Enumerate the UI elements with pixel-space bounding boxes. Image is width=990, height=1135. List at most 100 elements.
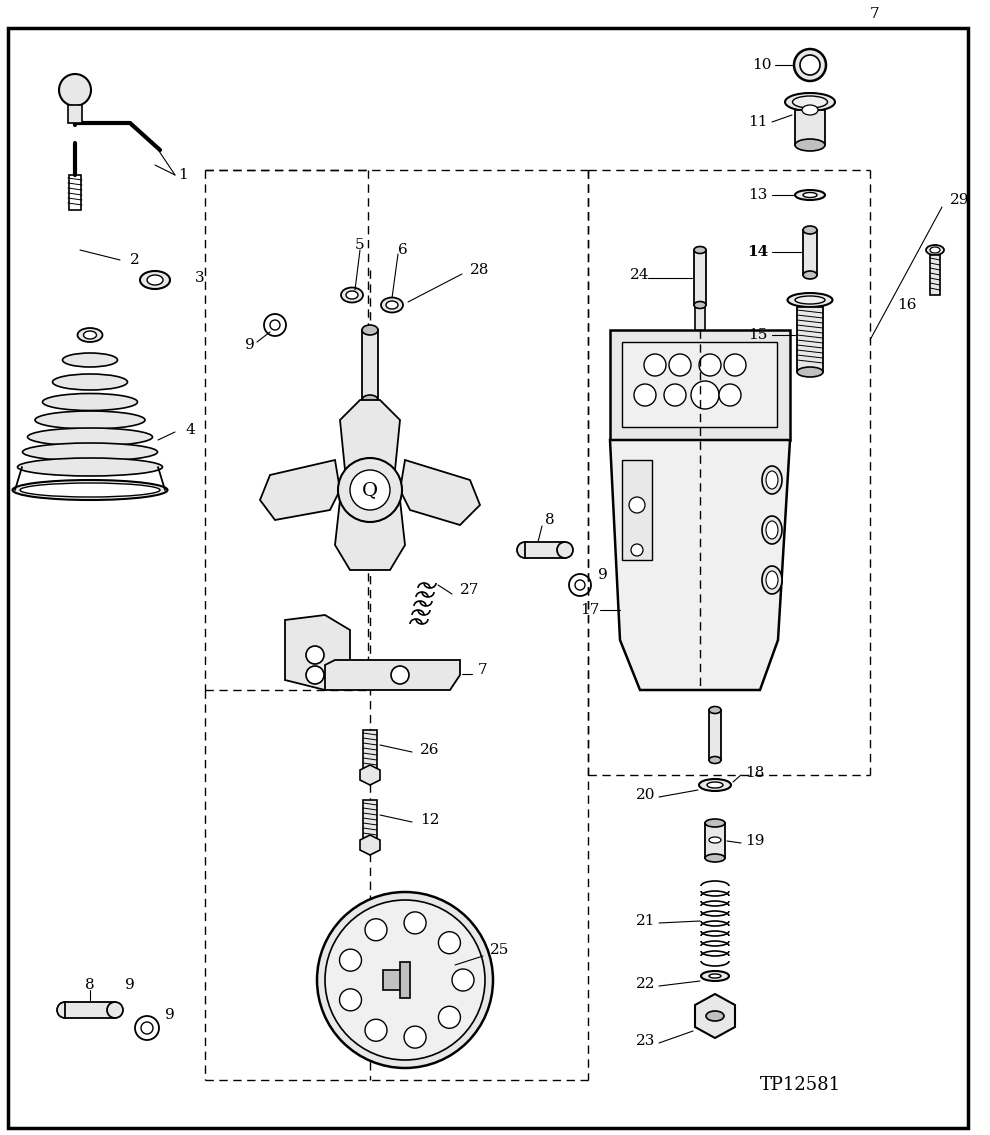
Text: 10: 10 [752,58,772,72]
Bar [797,306,823,372]
Ellipse shape [705,854,725,861]
Polygon shape [340,400,400,470]
Ellipse shape [803,226,817,234]
Text: 28: 28 [470,263,489,277]
Polygon shape [285,615,350,690]
Text: 7: 7 [870,7,880,22]
Ellipse shape [381,297,403,312]
Ellipse shape [701,972,729,981]
Text: 4: 4 [185,423,195,437]
Text: 20: 20 [636,788,655,802]
Bar [68,106,82,123]
Ellipse shape [23,443,157,461]
Ellipse shape [766,521,778,539]
Circle shape [340,989,361,1011]
Bar [930,255,940,295]
Polygon shape [260,460,340,520]
Circle shape [404,1026,426,1048]
Circle shape [439,1007,460,1028]
Ellipse shape [43,394,138,411]
Bar [383,970,405,990]
Circle shape [325,900,485,1060]
Ellipse shape [802,106,818,115]
Ellipse shape [795,190,825,200]
Ellipse shape [362,325,378,335]
Polygon shape [360,765,380,785]
Text: 11: 11 [748,115,768,129]
Text: 13: 13 [748,188,768,202]
Circle shape [439,932,460,953]
Ellipse shape [709,836,721,843]
Ellipse shape [83,331,96,339]
Circle shape [365,1019,387,1041]
Text: 18: 18 [745,766,764,780]
Text: 21: 21 [636,914,655,928]
Ellipse shape [694,246,706,253]
Ellipse shape [766,471,778,489]
Bar [694,250,706,305]
Ellipse shape [28,428,152,446]
Circle shape [644,354,666,376]
Bar [610,330,790,440]
Ellipse shape [705,819,725,827]
Ellipse shape [707,782,723,788]
Circle shape [59,74,91,106]
Circle shape [338,459,402,522]
Circle shape [306,666,324,684]
Polygon shape [695,994,735,1039]
Ellipse shape [803,193,817,197]
Polygon shape [400,460,480,526]
Polygon shape [335,501,405,570]
Circle shape [691,381,719,409]
Bar [362,330,378,400]
Text: 9: 9 [125,978,135,992]
Ellipse shape [766,571,778,589]
Text: 16: 16 [898,299,917,312]
Text: 17: 17 [580,603,599,617]
Bar [363,730,377,768]
Bar [705,823,725,858]
Ellipse shape [709,706,721,714]
Circle shape [57,1002,73,1018]
Text: 25: 25 [490,943,510,957]
Polygon shape [610,440,790,690]
Ellipse shape [18,459,162,476]
Bar [795,110,825,145]
Circle shape [699,354,721,376]
Circle shape [317,892,493,1068]
Text: 9: 9 [165,1008,175,1022]
Ellipse shape [35,411,145,429]
Ellipse shape [762,566,782,594]
Text: 12: 12 [420,813,440,827]
Bar [400,962,410,998]
Ellipse shape [13,480,167,501]
Text: 6: 6 [398,243,408,257]
Ellipse shape [793,96,828,108]
Ellipse shape [386,301,398,309]
Text: 14: 14 [746,245,768,259]
Bar [709,711,721,760]
Text: 26: 26 [420,743,440,757]
Circle shape [634,384,656,406]
Text: 15: 15 [748,328,768,342]
Text: 9: 9 [598,568,608,582]
Ellipse shape [20,484,160,497]
Bar [622,342,777,427]
Ellipse shape [709,757,721,764]
Ellipse shape [803,271,817,279]
Ellipse shape [797,367,823,377]
Ellipse shape [341,287,363,303]
Text: 27: 27 [460,583,479,597]
Ellipse shape [346,291,358,299]
Ellipse shape [787,293,833,306]
Ellipse shape [362,395,378,405]
Text: 24: 24 [630,268,649,281]
Bar [695,305,705,330]
Polygon shape [360,835,380,855]
Text: 1: 1 [178,168,188,182]
Bar [363,800,377,838]
Circle shape [404,911,426,934]
Text: TP12581: TP12581 [760,1076,842,1094]
Ellipse shape [762,466,782,494]
Ellipse shape [52,375,128,390]
